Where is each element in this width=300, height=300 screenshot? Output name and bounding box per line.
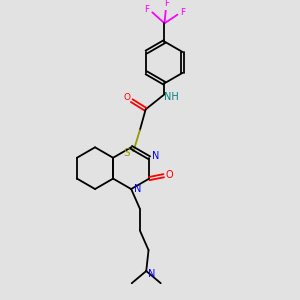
Text: F: F <box>145 5 150 14</box>
Text: N: N <box>134 184 141 194</box>
Text: O: O <box>123 93 130 102</box>
Text: S: S <box>124 148 130 158</box>
Text: N: N <box>148 269 156 279</box>
Text: F: F <box>164 0 169 8</box>
Text: N: N <box>152 151 159 161</box>
Text: NH: NH <box>164 92 179 102</box>
Text: F: F <box>180 8 185 17</box>
Text: O: O <box>166 169 173 179</box>
